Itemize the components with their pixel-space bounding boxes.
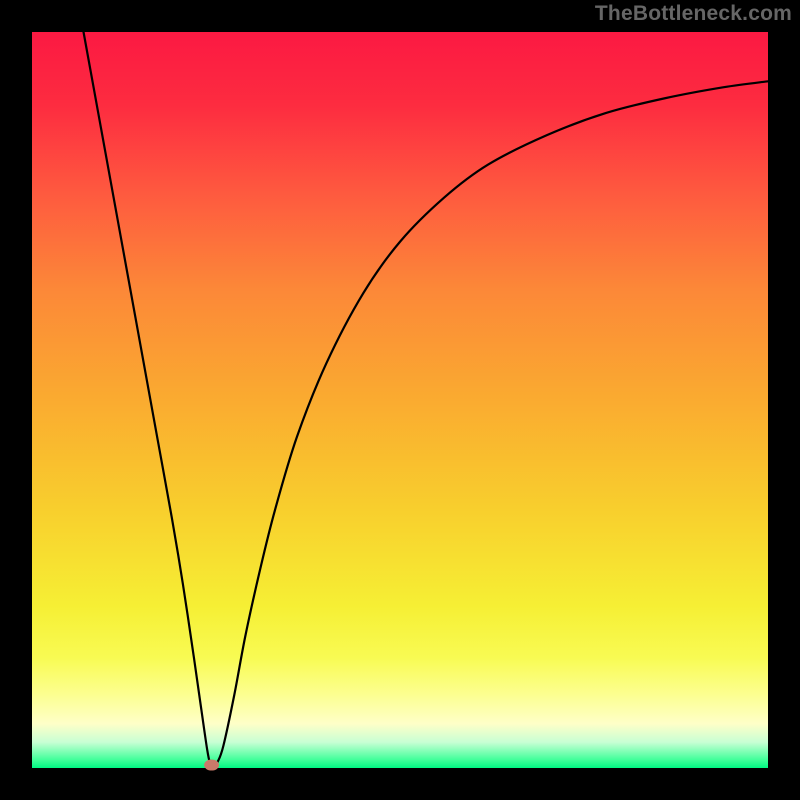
chart-container: TheBottleneck.com	[0, 0, 800, 800]
watermark-text: TheBottleneck.com	[595, 2, 792, 26]
plot-area	[32, 32, 768, 768]
chart-svg	[0, 0, 800, 800]
optimal-point-marker	[204, 760, 219, 771]
